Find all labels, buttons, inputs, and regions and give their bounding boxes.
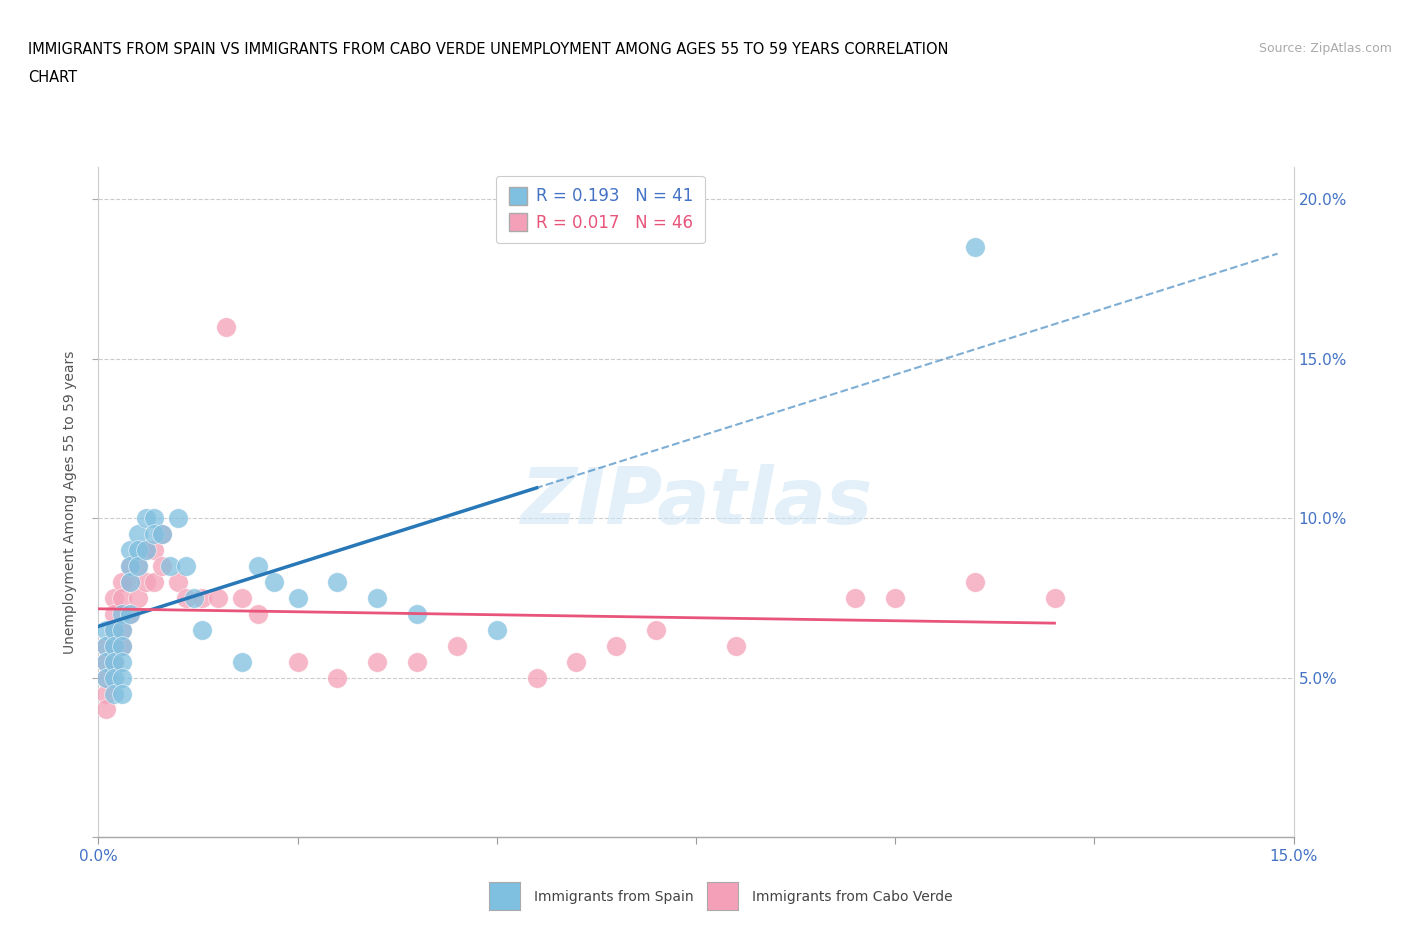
Point bbox=[174, 591, 197, 605]
Point bbox=[120, 559, 142, 574]
Point bbox=[127, 542, 149, 557]
Text: Immigrants from Cabo Verde: Immigrants from Cabo Verde bbox=[752, 890, 953, 905]
Point bbox=[150, 526, 173, 541]
Point bbox=[103, 622, 125, 637]
Point bbox=[96, 638, 118, 653]
Point bbox=[120, 542, 142, 557]
Point bbox=[111, 686, 134, 701]
Point bbox=[111, 671, 134, 685]
Point bbox=[191, 622, 214, 637]
Point bbox=[96, 622, 118, 637]
Point bbox=[215, 319, 238, 334]
Point bbox=[103, 638, 125, 653]
Point bbox=[406, 606, 429, 621]
Point bbox=[96, 671, 118, 685]
Point bbox=[103, 654, 125, 669]
Point bbox=[143, 542, 166, 557]
Point bbox=[406, 654, 429, 669]
Point bbox=[120, 575, 142, 590]
Point bbox=[143, 526, 166, 541]
Point bbox=[135, 575, 157, 590]
Point bbox=[127, 591, 149, 605]
Point bbox=[231, 654, 253, 669]
Point bbox=[174, 559, 197, 574]
Point bbox=[366, 591, 388, 605]
Point bbox=[120, 606, 142, 621]
Point bbox=[366, 654, 388, 669]
Point bbox=[150, 559, 173, 574]
Point bbox=[111, 638, 134, 653]
Point bbox=[159, 559, 181, 574]
Point bbox=[103, 671, 125, 685]
Point bbox=[724, 638, 747, 653]
Point bbox=[111, 638, 134, 653]
Point bbox=[96, 654, 118, 669]
Point bbox=[844, 591, 866, 605]
Point bbox=[96, 654, 118, 669]
Point bbox=[120, 575, 142, 590]
Text: IMMIGRANTS FROM SPAIN VS IMMIGRANTS FROM CABO VERDE UNEMPLOYMENT AMONG AGES 55 T: IMMIGRANTS FROM SPAIN VS IMMIGRANTS FROM… bbox=[28, 42, 949, 57]
Point bbox=[287, 654, 309, 669]
Point bbox=[246, 559, 269, 574]
Point bbox=[246, 606, 269, 621]
Point bbox=[96, 702, 118, 717]
Point bbox=[96, 686, 118, 701]
Point bbox=[167, 575, 190, 590]
Text: Source: ZipAtlas.com: Source: ZipAtlas.com bbox=[1258, 42, 1392, 55]
Point bbox=[127, 559, 149, 574]
Point bbox=[326, 671, 349, 685]
Point bbox=[103, 591, 125, 605]
Point bbox=[120, 606, 142, 621]
Point bbox=[111, 622, 134, 637]
Y-axis label: Unemployment Among Ages 55 to 59 years: Unemployment Among Ages 55 to 59 years bbox=[63, 351, 77, 654]
Point bbox=[605, 638, 627, 653]
Point bbox=[485, 622, 508, 637]
Point bbox=[96, 638, 118, 653]
Point bbox=[143, 575, 166, 590]
Point bbox=[446, 638, 468, 653]
Point bbox=[135, 511, 157, 525]
Point bbox=[565, 654, 588, 669]
Point bbox=[263, 575, 285, 590]
Point bbox=[127, 559, 149, 574]
Point bbox=[111, 606, 134, 621]
Text: Immigrants from Spain: Immigrants from Spain bbox=[534, 890, 695, 905]
Point bbox=[884, 591, 907, 605]
Point bbox=[1043, 591, 1066, 605]
Point bbox=[150, 526, 173, 541]
Point bbox=[287, 591, 309, 605]
Point bbox=[963, 575, 986, 590]
Point bbox=[135, 542, 157, 557]
Point bbox=[120, 559, 142, 574]
Point bbox=[111, 622, 134, 637]
Point bbox=[143, 511, 166, 525]
Point bbox=[127, 526, 149, 541]
Point bbox=[645, 622, 668, 637]
Point bbox=[103, 686, 125, 701]
Legend: R = 0.193   N = 41, R = 0.017   N = 46: R = 0.193 N = 41, R = 0.017 N = 46 bbox=[496, 176, 704, 244]
Point bbox=[183, 591, 205, 605]
Point bbox=[111, 575, 134, 590]
Point bbox=[103, 622, 125, 637]
Point bbox=[191, 591, 214, 605]
Point bbox=[103, 638, 125, 653]
Point bbox=[111, 654, 134, 669]
Point bbox=[963, 240, 986, 255]
Text: CHART: CHART bbox=[28, 70, 77, 85]
Point bbox=[526, 671, 548, 685]
Point bbox=[103, 606, 125, 621]
Point bbox=[326, 575, 349, 590]
Point bbox=[96, 671, 118, 685]
Point bbox=[231, 591, 253, 605]
Point bbox=[111, 591, 134, 605]
Point bbox=[167, 511, 190, 525]
Text: ZIPatlas: ZIPatlas bbox=[520, 464, 872, 540]
Point bbox=[103, 654, 125, 669]
Point bbox=[135, 542, 157, 557]
Point bbox=[207, 591, 229, 605]
